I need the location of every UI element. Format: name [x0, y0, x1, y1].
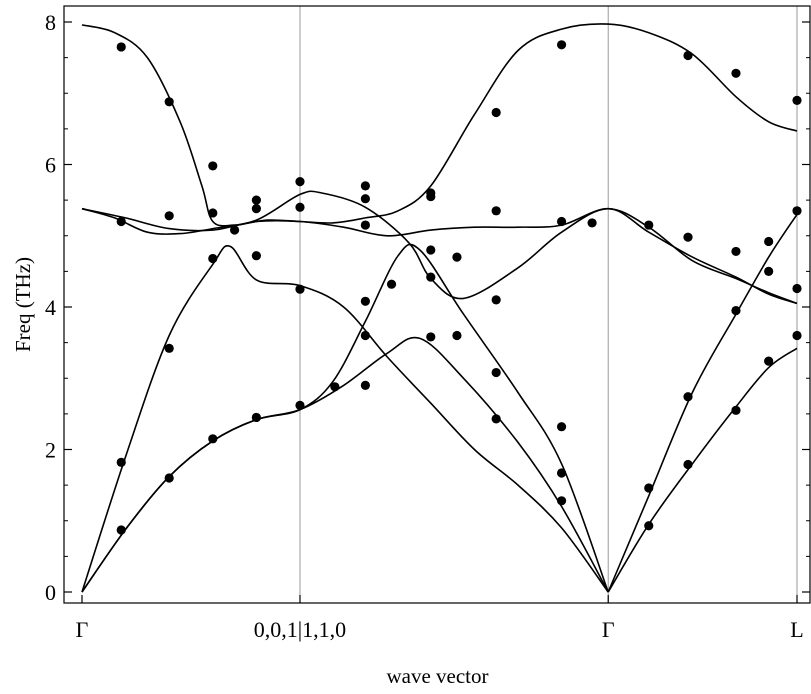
data-point: [360, 330, 370, 341]
data-point: [491, 367, 501, 378]
data-point: [116, 525, 126, 535]
dispersion-branch-5: [81, 190, 798, 305]
grid-lines: [299, 6, 798, 603]
data-point: [251, 195, 261, 205]
y-tick-label: 6: [45, 153, 56, 178]
data-point: [330, 382, 340, 392]
data-point: [360, 296, 370, 306]
y-tick-label: 4: [45, 295, 56, 320]
data-point: [556, 216, 567, 227]
data-point: [491, 414, 501, 424]
data-point: [116, 216, 126, 227]
x-axis: Γ 0,0,1|1,1,0 Γ L: [76, 595, 804, 642]
data-point: [644, 521, 654, 531]
data-point: [229, 225, 240, 235]
x-tick-label: 0,0,1|1,1,0: [254, 617, 346, 642]
data-point: [251, 412, 261, 423]
data-point: [731, 405, 741, 415]
data-point: [792, 206, 802, 216]
dispersion-branch-4: [81, 23, 798, 227]
data-point: [556, 468, 567, 478]
data-point: [208, 253, 218, 264]
y-tick-label: 8: [45, 10, 56, 35]
data-point: [764, 356, 774, 366]
data-point: [164, 97, 174, 107]
x-tick-label: Γ: [602, 617, 615, 642]
data-point: [208, 434, 218, 444]
x-axis-title: wave vector: [386, 664, 488, 688]
data-point: [295, 400, 305, 410]
dispersion-branch-2: [81, 243, 609, 593]
data-point: [644, 220, 654, 230]
data-point: [295, 202, 305, 212]
data-point: [164, 343, 174, 353]
data-point: [426, 188, 436, 198]
data-point: [164, 211, 174, 221]
dispersion-branch-3: [81, 245, 609, 593]
y-axis: 0 2 4 6 8: [45, 10, 810, 605]
data-point: [251, 204, 261, 214]
data-point: [683, 232, 693, 242]
data-point: [556, 496, 567, 506]
data-point: [644, 483, 654, 493]
data-point: [556, 40, 567, 50]
data-point: [792, 95, 802, 105]
data-point: [731, 68, 741, 78]
x-tick-label: Γ: [76, 617, 89, 642]
data-point: [426, 272, 436, 282]
data-point: [452, 252, 462, 262]
data-point: [452, 330, 462, 341]
data-point: [491, 206, 501, 216]
data-point: [683, 50, 693, 61]
dispersion-branch-6: [81, 207, 798, 305]
data-point: [208, 161, 218, 171]
data-point: [208, 208, 218, 218]
data-point: [251, 251, 261, 261]
dispersion-curves: [81, 23, 798, 593]
plot-frame: [63, 5, 811, 604]
data-point: [386, 279, 397, 289]
dispersion-branch-8: [607, 347, 798, 593]
data-point: [792, 283, 802, 294]
data-point: [360, 380, 370, 390]
data-point: [764, 236, 774, 247]
data-point: [731, 305, 741, 316]
data-point: [683, 459, 693, 470]
y-tick-label: 0: [45, 580, 56, 605]
data-point: [116, 42, 126, 52]
data-point: [360, 220, 370, 230]
data-point: [295, 177, 305, 187]
data-point: [491, 107, 501, 118]
data-point: [295, 284, 305, 294]
data-point: [164, 473, 174, 483]
data-point: [426, 332, 436, 342]
data-point: [587, 218, 597, 228]
y-tick-label: 2: [45, 438, 56, 463]
data-point: [491, 295, 501, 305]
y-axis-title: Freq (THz): [11, 257, 35, 352]
data-point: [116, 457, 126, 467]
data-point: [683, 392, 693, 402]
data-point: [764, 266, 774, 276]
data-point: [360, 181, 370, 191]
data-point: [556, 422, 567, 432]
dispersion-branch-1: [81, 336, 609, 593]
x-tick-label: L: [790, 617, 803, 642]
data-point: [731, 246, 741, 257]
data-point: [426, 245, 436, 255]
data-point: [360, 194, 370, 204]
dispersion-branch-7: [607, 213, 798, 593]
data-point: [792, 330, 802, 341]
data-markers: [116, 40, 802, 535]
